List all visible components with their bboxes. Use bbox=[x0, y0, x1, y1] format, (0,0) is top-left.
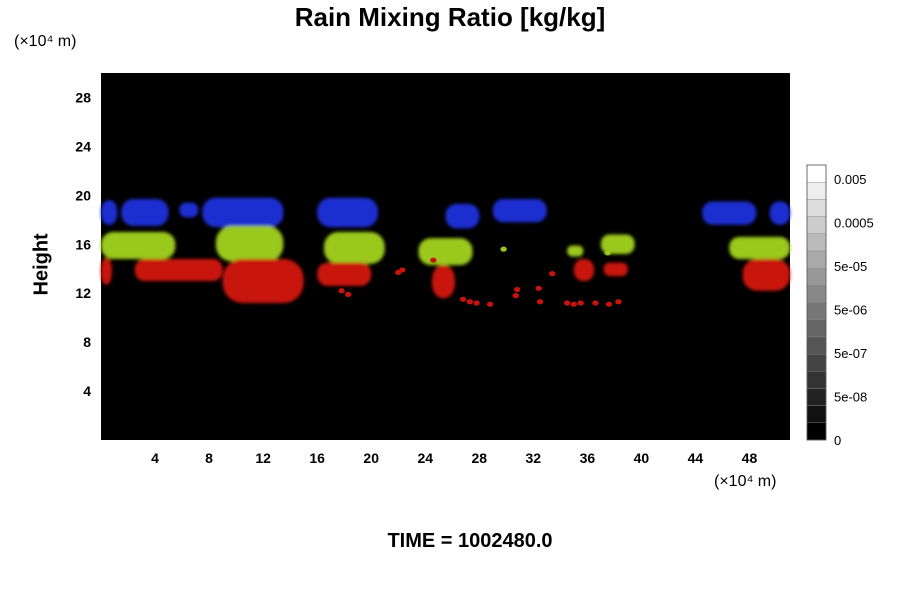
field-dot-11 bbox=[536, 299, 544, 305]
field-dot-12 bbox=[549, 271, 556, 277]
field-blob-lower-22 bbox=[603, 262, 628, 277]
y-tick-label: 20 bbox=[75, 187, 91, 203]
x-tick-label: 16 bbox=[309, 450, 325, 466]
x-axis-unit: (×10⁴ m) bbox=[714, 473, 777, 490]
colorbar-label: 0.005 bbox=[834, 172, 867, 187]
field-blob-middle-12 bbox=[418, 238, 473, 266]
field-blob-lower-21 bbox=[573, 258, 595, 281]
field-dot-10 bbox=[535, 285, 542, 291]
colorbar-swatch bbox=[806, 267, 827, 286]
field-blob-lower-19 bbox=[317, 262, 372, 286]
x-tick-label: 32 bbox=[526, 450, 542, 466]
y-tick-label: 4 bbox=[83, 383, 91, 399]
y-tick-label: 28 bbox=[75, 89, 91, 105]
x-tick-label: 40 bbox=[634, 450, 650, 466]
y-axis-unit: (×10⁴ m) bbox=[14, 33, 77, 50]
colorbar-swatch bbox=[806, 422, 827, 441]
time-label: TIME = 1002480.0 bbox=[387, 530, 553, 552]
x-ticks: 4 8 12 16 20 24 28 32 36 40 44 48 bbox=[151, 450, 757, 466]
field-dot-5 bbox=[466, 299, 474, 305]
field-blob-upper-6 bbox=[492, 199, 547, 223]
field-blob-middle-13 bbox=[567, 245, 584, 257]
colorbar-swatch bbox=[806, 233, 827, 252]
y-tick-label: 16 bbox=[75, 236, 91, 252]
x-tick-label: 20 bbox=[363, 450, 379, 466]
field-dot-16 bbox=[592, 300, 599, 306]
field-dot-19 bbox=[430, 257, 437, 263]
field-dot-7 bbox=[486, 301, 494, 307]
x-tick-label: 28 bbox=[471, 450, 487, 466]
field-blob-middle-15 bbox=[729, 236, 790, 259]
x-tick-label: 48 bbox=[742, 450, 758, 466]
x-tick-label: 44 bbox=[688, 450, 704, 466]
field-dot-9 bbox=[513, 286, 521, 293]
colorbar-swatch bbox=[806, 216, 827, 234]
colorbar-label: 5e-06 bbox=[834, 303, 867, 318]
field-layer bbox=[101, 197, 790, 303]
field-blob-upper-0 bbox=[101, 200, 118, 225]
field-dot-4 bbox=[459, 296, 467, 302]
colorbar-swatch bbox=[806, 181, 827, 200]
field-blob-lower-20 bbox=[431, 265, 455, 299]
colorbar-swatch bbox=[806, 285, 827, 303]
y-tick-label: 8 bbox=[83, 334, 91, 350]
field-dot-17 bbox=[605, 301, 613, 307]
field-dot-13 bbox=[563, 300, 571, 306]
colorbar-label: 0.0005 bbox=[834, 216, 874, 231]
x-tick-label: 4 bbox=[151, 450, 159, 466]
colorbar-label: 5e-05 bbox=[834, 259, 867, 274]
field-blob-upper-1 bbox=[121, 199, 169, 226]
field-blob-upper-5 bbox=[445, 203, 480, 229]
colorbar-swatch bbox=[806, 199, 827, 217]
field-blob-lower-17 bbox=[134, 258, 223, 281]
field-blob-middle-14 bbox=[600, 234, 635, 255]
field-blob-upper-7 bbox=[702, 201, 757, 225]
colorbar-swatch bbox=[806, 371, 827, 389]
field-blob-upper-3 bbox=[202, 197, 284, 228]
field-dot-20 bbox=[500, 246, 507, 252]
colorbar-swatch bbox=[806, 302, 827, 320]
field-dot-1 bbox=[345, 291, 352, 298]
colorbar: 0.005 0.0005 5e-05 5e-06 5e-07 5e-08 0 bbox=[806, 164, 874, 448]
field-dot-15 bbox=[577, 300, 584, 306]
field-blob-lower-16 bbox=[101, 257, 112, 285]
field-blob-lower-23 bbox=[742, 258, 790, 291]
colorbar-swatch bbox=[806, 250, 827, 269]
field-dot-3 bbox=[399, 267, 406, 273]
colorbar-label: 0 bbox=[834, 433, 841, 448]
colorbar-frame bbox=[806, 164, 827, 441]
colorbar-swatch bbox=[806, 353, 827, 372]
y-tick-label: 24 bbox=[75, 138, 91, 154]
field-dot-14 bbox=[570, 301, 578, 307]
colorbar-swatch bbox=[806, 164, 827, 183]
field-blob-upper-8 bbox=[769, 201, 790, 225]
x-tick-label: 24 bbox=[417, 450, 433, 466]
field-blob-middle-9 bbox=[101, 232, 176, 259]
y-tick-label: 12 bbox=[75, 285, 91, 301]
field-blob-lower-18 bbox=[222, 258, 304, 303]
dot-layer bbox=[338, 246, 622, 307]
x-tick-label: 8 bbox=[205, 450, 213, 466]
field-dot-8 bbox=[512, 293, 519, 299]
field-dot-0 bbox=[338, 288, 345, 294]
x-tick-label: 12 bbox=[255, 450, 271, 466]
colorbar-label: 5e-07 bbox=[834, 346, 867, 361]
field-dot-21 bbox=[604, 250, 611, 256]
field-blob-middle-11 bbox=[323, 232, 385, 264]
colorbar-swatch bbox=[806, 388, 827, 406]
field-blob-middle-10 bbox=[215, 225, 284, 262]
colorbar-swatch bbox=[806, 336, 827, 355]
y-ticks: 4 8 12 16 20 24 28 bbox=[75, 89, 91, 399]
colorbar-swatch bbox=[806, 319, 827, 338]
colorbar-swatch bbox=[806, 405, 827, 424]
field-dot-18 bbox=[615, 299, 622, 305]
field-dot-6 bbox=[473, 300, 480, 306]
field-blob-upper-4 bbox=[317, 197, 378, 228]
x-tick-label: 36 bbox=[580, 450, 596, 466]
colorbar-label: 5e-08 bbox=[834, 390, 867, 405]
field-blob-upper-2 bbox=[179, 202, 199, 218]
chart-title: Rain Mixing Ratio [kg/kg] bbox=[294, 2, 606, 32]
